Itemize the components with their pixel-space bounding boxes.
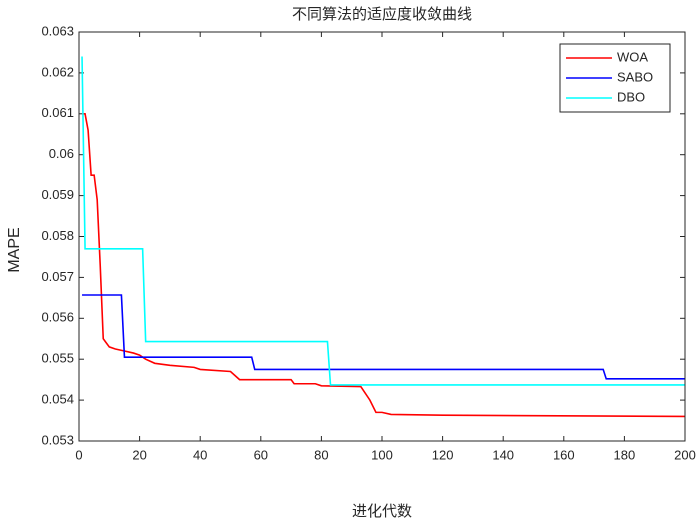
x-tick-label: 60: [254, 447, 268, 462]
y-tick-label: 0.053: [41, 432, 74, 447]
series-line: [82, 113, 686, 418]
x-tick-label: 200: [674, 447, 696, 462]
series-line: [81, 56, 685, 386]
y-tick-label: 0.057: [41, 269, 74, 284]
x-tick-label: 120: [432, 447, 454, 462]
y-tick-label: 0.06: [49, 146, 74, 161]
chart-title: 不同算法的适应度收敛曲线: [292, 5, 472, 23]
y-tick-label: 0.054: [41, 392, 74, 407]
x-tick-label: 20: [132, 447, 146, 462]
legend-label: WOA: [617, 49, 648, 64]
y-tick-label: 0.062: [41, 64, 74, 79]
y-tick-label: 0.058: [41, 228, 74, 243]
x-tick-label: 180: [614, 447, 636, 462]
x-tick-label: 100: [371, 447, 393, 462]
y-axis-label: MAPE: [6, 227, 23, 272]
x-tick-label: 40: [193, 447, 207, 462]
y-tick-label: 0.059: [41, 187, 74, 202]
plot-frame: [78, 31, 686, 442]
y-tick-label: 0.055: [41, 351, 74, 366]
x-tick-label: 160: [553, 447, 575, 462]
y-tick-label: 0.056: [41, 310, 74, 325]
y-tick-label: 0.063: [41, 23, 74, 38]
x-tick-label: 140: [492, 447, 514, 462]
series-line: [82, 294, 685, 380]
legend-label: DBO: [617, 89, 645, 104]
x-tick-label: 0: [75, 447, 82, 462]
y-tick-label: 0.061: [41, 105, 74, 120]
legend-label: SABO: [617, 69, 653, 84]
x-tick-label: 80: [314, 447, 328, 462]
x-axis-label: 进化代数: [352, 503, 412, 520]
